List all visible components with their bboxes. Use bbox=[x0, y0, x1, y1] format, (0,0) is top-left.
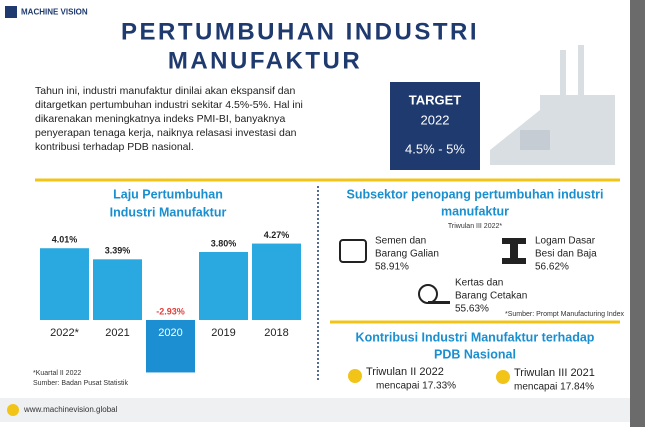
section-title: Subsektor penopang pertumbuhan industri bbox=[347, 187, 604, 201]
source: *Sumber: Prompt Manufacturing Index bbox=[505, 311, 625, 318]
contribution-period: Triwulan III 2021 bbox=[514, 367, 595, 379]
intro-line: penyerapan tenaga kerja, naiknya relasas… bbox=[35, 127, 297, 139]
bullet bbox=[496, 370, 510, 384]
contribution-period: Triwulan II 2022 bbox=[366, 366, 444, 378]
value-label: -2.93% bbox=[156, 306, 185, 316]
footer-url[interactable]: www.machinevision.global bbox=[23, 405, 118, 414]
section-title: manufaktur bbox=[441, 204, 509, 218]
chart-note: *Kuartal II 2022 bbox=[33, 370, 81, 377]
x-tick-label: 2019 bbox=[211, 327, 235, 339]
chart-note: Sumber: Badan Pusat Statistik bbox=[33, 380, 128, 387]
target-year: 2022 bbox=[421, 112, 450, 127]
value-label: 3.39% bbox=[105, 246, 131, 256]
intro-line: dikarenakan meningkatnya indeks PMI-BI, … bbox=[35, 113, 286, 125]
period: Triwulan III 2022* bbox=[448, 223, 502, 230]
label-band bbox=[93, 320, 142, 345]
section-title: Kontribusi Industri Manufaktur terhadap bbox=[356, 330, 595, 344]
label-band bbox=[199, 320, 248, 345]
logo: MACHINE VISION bbox=[21, 8, 88, 17]
target-box bbox=[390, 82, 480, 170]
target-label: TARGET bbox=[409, 92, 462, 107]
footer-icon bbox=[7, 404, 19, 416]
factory-illustration bbox=[490, 45, 615, 165]
bullet bbox=[348, 369, 362, 383]
intro-line: Tahun ini, industri manufaktur dinilai a… bbox=[35, 85, 295, 97]
subsector-value: 55.63% bbox=[455, 304, 489, 315]
icon bbox=[339, 238, 526, 304]
title: MANUFAKTUR bbox=[168, 47, 362, 74]
subsector-value: 56.62% bbox=[535, 262, 569, 273]
footer bbox=[0, 398, 630, 422]
bar bbox=[199, 251, 248, 320]
x-tick-label: 2018 bbox=[264, 327, 288, 339]
subsector-value: 58.91% bbox=[375, 262, 409, 273]
subsector-name: Besi dan Baja bbox=[535, 249, 597, 260]
x-tick-label: 2020 bbox=[158, 327, 182, 339]
title: PERTUMBUHAN INDUSTRI bbox=[121, 18, 479, 45]
contribution-value: mencapai 17.84% bbox=[514, 382, 594, 393]
chart-title: Laju Pertumbuhan bbox=[113, 187, 223, 201]
subsector-name: Barang Galian bbox=[375, 249, 439, 260]
target-range: 4.5% - 5% bbox=[405, 141, 465, 156]
bar bbox=[146, 320, 195, 373]
subsector-name: Barang Cetakan bbox=[455, 291, 527, 302]
side-strip bbox=[630, 0, 645, 427]
contribution-value: mencapai 17.33% bbox=[376, 381, 456, 392]
x-tick-label: 2021 bbox=[105, 327, 129, 339]
intro-line: kontribusi terhadap PDB nasional. bbox=[35, 141, 194, 153]
bar bbox=[40, 248, 89, 320]
value-label: 4.01% bbox=[52, 235, 78, 245]
x-tick-label: 2022* bbox=[50, 327, 79, 339]
section-title: PDB Nasional bbox=[434, 347, 516, 361]
subsector-name: Semen dan bbox=[375, 236, 426, 247]
label-band bbox=[40, 320, 89, 345]
subsector-name: Logam Dasar bbox=[535, 236, 596, 247]
subsector-name: Kertas dan bbox=[455, 278, 503, 289]
label-band bbox=[252, 320, 301, 345]
value-label: 4.27% bbox=[264, 230, 290, 240]
bar bbox=[252, 243, 301, 320]
chart-title: Industri Manufaktur bbox=[110, 205, 227, 219]
intro-line: ditargetkan pertumbuhan industri sekitar… bbox=[35, 99, 303, 111]
value-label: 3.80% bbox=[211, 238, 237, 248]
logo-icon bbox=[5, 6, 17, 18]
bar bbox=[93, 259, 142, 320]
